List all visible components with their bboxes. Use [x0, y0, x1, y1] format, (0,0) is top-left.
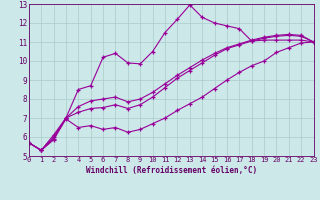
X-axis label: Windchill (Refroidissement éolien,°C): Windchill (Refroidissement éolien,°C)	[86, 166, 257, 175]
